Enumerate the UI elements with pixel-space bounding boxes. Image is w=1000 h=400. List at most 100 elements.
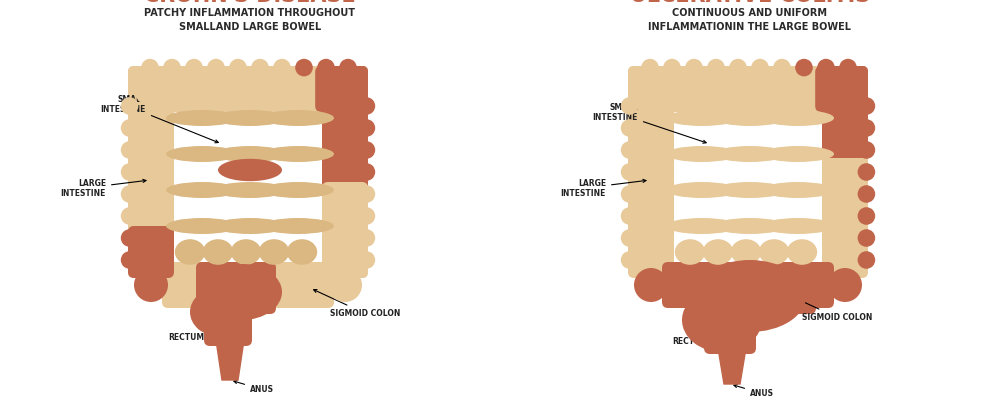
Circle shape bbox=[335, 280, 353, 298]
Circle shape bbox=[621, 163, 638, 181]
Ellipse shape bbox=[214, 146, 286, 162]
Circle shape bbox=[858, 185, 875, 203]
Circle shape bbox=[634, 72, 668, 106]
Circle shape bbox=[358, 163, 375, 181]
Circle shape bbox=[707, 59, 725, 76]
Text: ANUS: ANUS bbox=[734, 384, 774, 398]
Circle shape bbox=[121, 229, 138, 247]
Circle shape bbox=[621, 229, 638, 247]
Circle shape bbox=[295, 59, 313, 76]
Circle shape bbox=[858, 207, 875, 225]
FancyBboxPatch shape bbox=[822, 66, 868, 278]
Ellipse shape bbox=[203, 239, 233, 265]
Circle shape bbox=[663, 59, 681, 76]
Circle shape bbox=[621, 141, 638, 159]
Text: ANUS: ANUS bbox=[234, 380, 274, 394]
Circle shape bbox=[858, 97, 875, 115]
Ellipse shape bbox=[666, 146, 738, 162]
FancyBboxPatch shape bbox=[128, 226, 174, 278]
Ellipse shape bbox=[762, 110, 834, 126]
FancyBboxPatch shape bbox=[315, 66, 368, 112]
Circle shape bbox=[621, 97, 638, 115]
Circle shape bbox=[358, 119, 375, 137]
Ellipse shape bbox=[703, 239, 733, 265]
Ellipse shape bbox=[262, 110, 334, 126]
Circle shape bbox=[121, 251, 138, 269]
Ellipse shape bbox=[214, 110, 286, 126]
Text: SIGMOID COLON: SIGMOID COLON bbox=[314, 290, 400, 318]
FancyBboxPatch shape bbox=[822, 66, 868, 158]
Ellipse shape bbox=[214, 218, 286, 234]
FancyBboxPatch shape bbox=[128, 66, 368, 112]
Ellipse shape bbox=[262, 218, 334, 234]
Polygon shape bbox=[216, 340, 244, 380]
FancyBboxPatch shape bbox=[662, 262, 834, 308]
FancyBboxPatch shape bbox=[628, 66, 868, 112]
Ellipse shape bbox=[259, 239, 289, 265]
Circle shape bbox=[358, 97, 375, 115]
Text: SIGMOID COLON: SIGMOID COLON bbox=[786, 294, 872, 322]
Circle shape bbox=[134, 268, 168, 302]
Ellipse shape bbox=[666, 110, 738, 126]
FancyBboxPatch shape bbox=[628, 66, 674, 278]
Text: PATCHY INFLAMMATION THROUGHOUT: PATCHY INFLAMMATION THROUGHOUT bbox=[144, 8, 356, 18]
Circle shape bbox=[134, 72, 168, 106]
Circle shape bbox=[121, 185, 138, 203]
Circle shape bbox=[358, 251, 375, 269]
Circle shape bbox=[358, 185, 375, 203]
FancyBboxPatch shape bbox=[160, 98, 336, 280]
Circle shape bbox=[828, 72, 862, 106]
Circle shape bbox=[795, 59, 813, 76]
Ellipse shape bbox=[666, 218, 738, 234]
FancyBboxPatch shape bbox=[204, 294, 252, 346]
FancyBboxPatch shape bbox=[815, 66, 868, 112]
Circle shape bbox=[358, 141, 375, 159]
Circle shape bbox=[621, 185, 638, 203]
Circle shape bbox=[121, 97, 138, 115]
Ellipse shape bbox=[731, 239, 761, 265]
Ellipse shape bbox=[190, 288, 246, 336]
Text: RECTUM: RECTUM bbox=[168, 314, 219, 342]
Circle shape bbox=[641, 59, 659, 76]
Ellipse shape bbox=[759, 239, 789, 265]
Circle shape bbox=[121, 207, 138, 225]
Ellipse shape bbox=[714, 182, 786, 198]
Circle shape bbox=[634, 268, 668, 302]
Circle shape bbox=[358, 207, 375, 225]
Ellipse shape bbox=[166, 146, 238, 162]
FancyBboxPatch shape bbox=[322, 66, 368, 158]
Text: LARGE
INTESTINE: LARGE INTESTINE bbox=[561, 178, 646, 198]
Circle shape bbox=[858, 141, 875, 159]
Ellipse shape bbox=[166, 218, 238, 234]
Circle shape bbox=[229, 59, 247, 76]
Circle shape bbox=[339, 59, 357, 76]
Circle shape bbox=[729, 59, 747, 76]
Circle shape bbox=[858, 251, 875, 269]
Text: CROHN'S DISEASE: CROHN'S DISEASE bbox=[144, 0, 356, 6]
Circle shape bbox=[121, 163, 138, 181]
Ellipse shape bbox=[787, 239, 817, 265]
Circle shape bbox=[621, 251, 638, 269]
Ellipse shape bbox=[762, 146, 834, 162]
Ellipse shape bbox=[202, 264, 282, 320]
Ellipse shape bbox=[262, 182, 334, 198]
Circle shape bbox=[839, 59, 857, 76]
Text: LARGE
INTESTINE: LARGE INTESTINE bbox=[61, 178, 146, 198]
Circle shape bbox=[817, 59, 835, 76]
FancyBboxPatch shape bbox=[660, 98, 836, 280]
Circle shape bbox=[858, 163, 875, 181]
Ellipse shape bbox=[694, 260, 806, 332]
Circle shape bbox=[685, 59, 703, 76]
Circle shape bbox=[858, 119, 875, 137]
Circle shape bbox=[251, 59, 269, 76]
Ellipse shape bbox=[287, 239, 317, 265]
Circle shape bbox=[121, 119, 138, 137]
Circle shape bbox=[828, 268, 862, 302]
Ellipse shape bbox=[166, 110, 238, 126]
Ellipse shape bbox=[175, 239, 205, 265]
FancyBboxPatch shape bbox=[322, 146, 368, 194]
Circle shape bbox=[328, 72, 362, 106]
Text: CONTINUOUS AND UNIFORM: CONTINUOUS AND UNIFORM bbox=[672, 8, 828, 18]
FancyBboxPatch shape bbox=[322, 182, 368, 278]
Circle shape bbox=[185, 59, 203, 76]
